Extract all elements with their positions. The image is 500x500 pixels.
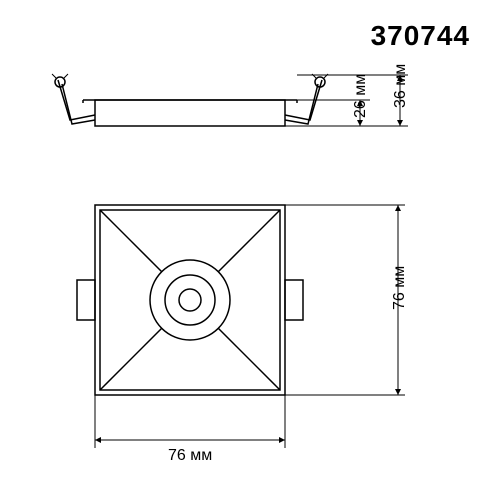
dim-76mm-vertical: 76 мм <box>391 205 408 395</box>
dim-76h-label: 76 мм <box>168 447 212 464</box>
dim-36mm: 36 мм <box>392 64 409 126</box>
right-clip <box>285 74 328 124</box>
dim-26-label: 26 мм <box>352 74 369 118</box>
technical-drawing: 26 мм 36 мм 76 мм <box>0 0 500 500</box>
dim-26mm: 26 мм <box>352 74 369 126</box>
dim-76v-label: 76 мм <box>391 266 408 310</box>
dim-76mm-horizontal: 76 мм <box>95 440 285 464</box>
top-extension-lines <box>95 205 405 448</box>
dim-36-label: 36 мм <box>392 64 409 108</box>
left-clip <box>52 74 95 124</box>
top-view <box>77 205 303 395</box>
